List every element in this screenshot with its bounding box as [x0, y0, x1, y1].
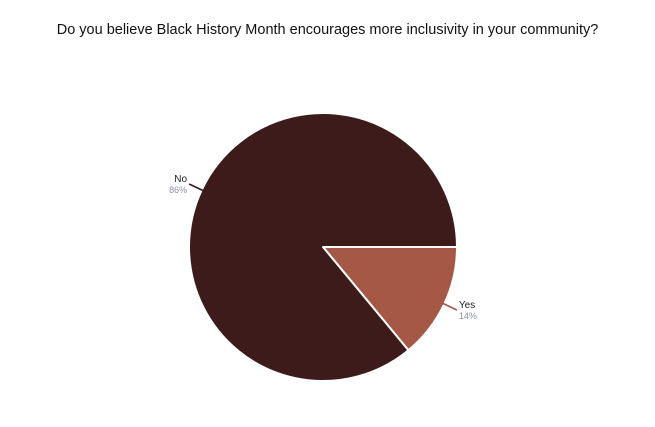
leader-line-yes — [441, 302, 458, 311]
pie-slices — [188, 112, 458, 382]
slice-percent-yes: 14% — [459, 311, 477, 321]
leader-line-no — [188, 183, 205, 192]
chart-title: Do you believe Black History Month encou… — [56, 22, 599, 38]
slice-label-yes: Yes — [459, 300, 475, 311]
slice-percent-no: 86% — [169, 185, 187, 195]
slice-label-no: No — [174, 174, 187, 185]
